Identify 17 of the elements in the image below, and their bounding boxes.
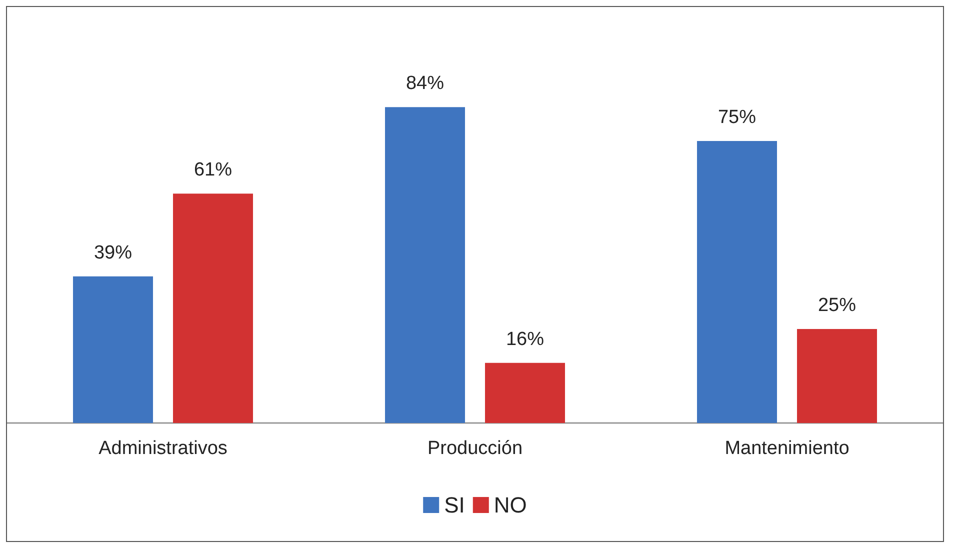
legend-label: SI	[444, 492, 465, 518]
bar	[485, 362, 565, 423]
x-tick-label: Mantenimiento	[724, 438, 850, 459]
bar	[385, 107, 465, 423]
x-tick-label: Producción	[427, 438, 523, 459]
x-tick-label: Administrativos	[98, 438, 228, 459]
data-label: 75%	[718, 107, 756, 128]
data-label: 16%	[506, 328, 544, 350]
bar	[173, 194, 253, 423]
data-label: 39%	[94, 242, 132, 264]
bar	[697, 141, 777, 423]
bar	[797, 329, 877, 423]
data-label: 25%	[818, 295, 856, 316]
legend-label: NO	[494, 492, 527, 518]
bar	[73, 276, 153, 423]
data-label: 84%	[406, 73, 444, 94]
data-label: 61%	[194, 160, 232, 181]
